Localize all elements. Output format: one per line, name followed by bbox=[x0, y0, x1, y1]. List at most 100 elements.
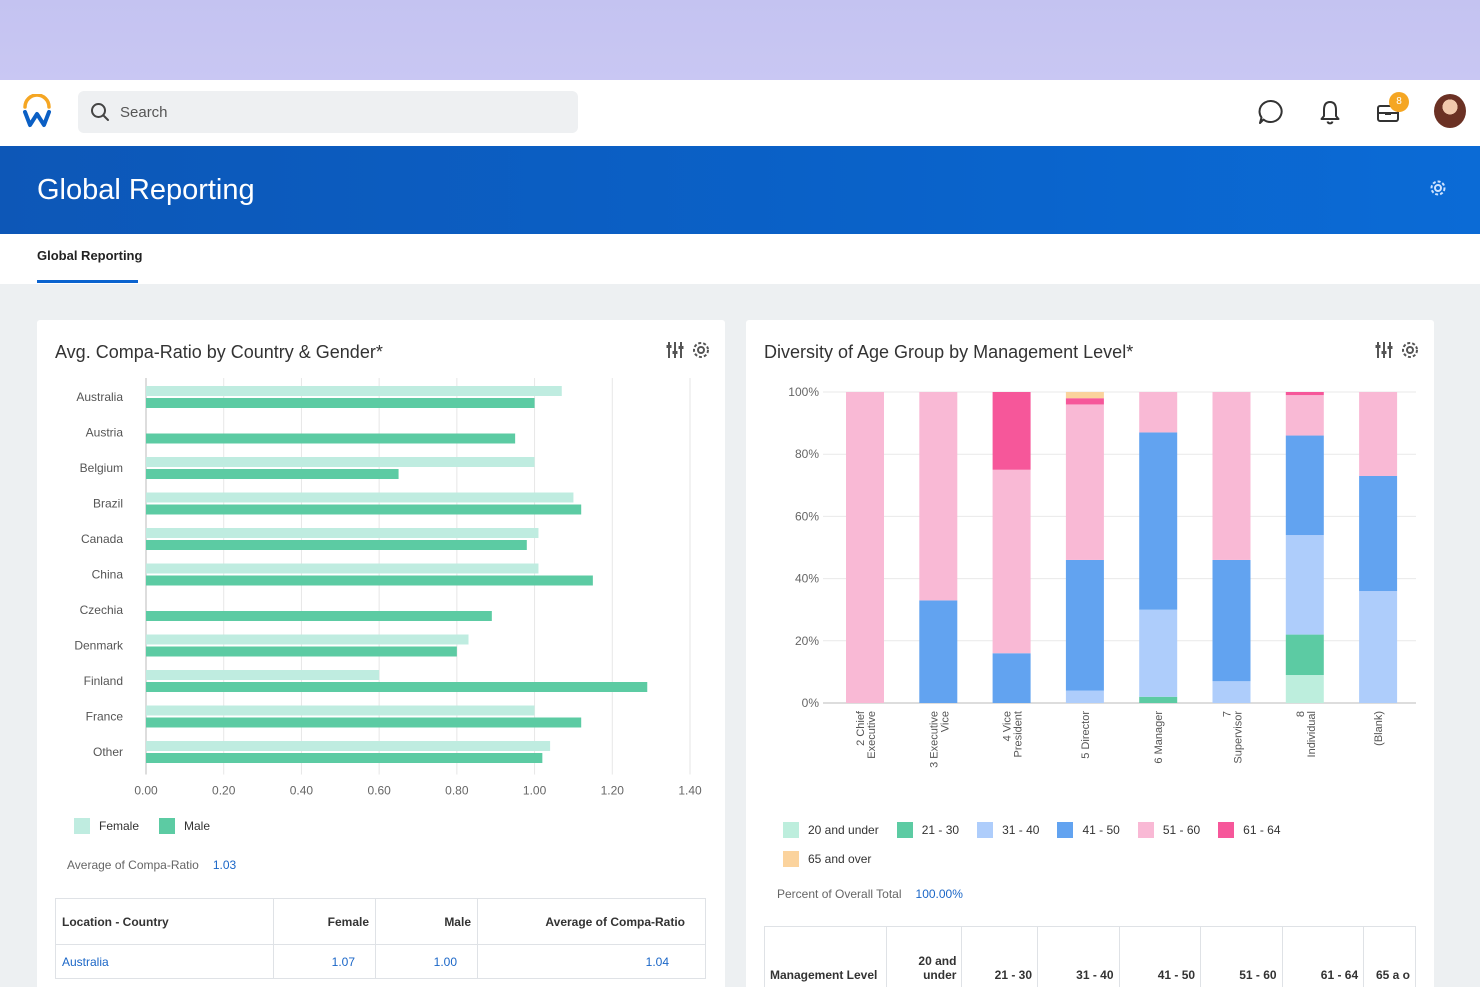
avatar[interactable] bbox=[1434, 94, 1466, 128]
bar-female[interactable] bbox=[146, 457, 535, 467]
stack-segment[interactable] bbox=[1212, 392, 1251, 560]
inbox-icon[interactable] bbox=[1374, 98, 1402, 126]
x-tick-label: 7Supervisor bbox=[1222, 711, 1245, 764]
stack-segment[interactable] bbox=[1285, 535, 1324, 635]
table-header[interactable]: Location - Country bbox=[55, 898, 274, 945]
x-tick-label: 0.20 bbox=[212, 784, 236, 798]
x-tick-label: 0.80 bbox=[445, 784, 469, 798]
bar-male[interactable] bbox=[146, 682, 648, 692]
table-header[interactable]: Average of Compa-Ratio bbox=[477, 898, 706, 945]
bar-male[interactable] bbox=[146, 540, 527, 550]
summary-value[interactable]: 100.00% bbox=[915, 887, 963, 901]
card-title: Diversity of Age Group by Management Lev… bbox=[764, 342, 1134, 362]
chart-settings-gear-icon[interactable] bbox=[1400, 340, 1420, 360]
bar-male[interactable] bbox=[146, 717, 582, 728]
table-cell[interactable]: 1.00 bbox=[375, 944, 478, 979]
table-header[interactable]: 61 - 64 bbox=[1281, 926, 1365, 987]
stack-segment[interactable] bbox=[1212, 681, 1251, 703]
bar-female[interactable] bbox=[146, 705, 535, 716]
stack-segment[interactable] bbox=[1065, 392, 1104, 399]
y-tick-label: 60% bbox=[795, 509, 819, 523]
table-header[interactable]: 51 - 60 bbox=[1200, 926, 1283, 987]
stack-segment[interactable] bbox=[1359, 591, 1398, 703]
table-cell[interactable]: 1.04 bbox=[477, 944, 706, 979]
table-header[interactable]: 41 - 50 bbox=[1118, 926, 1202, 987]
card-tools bbox=[1374, 340, 1420, 360]
table-header[interactable]: 65 a o bbox=[1363, 926, 1416, 987]
notification-badge: 8 bbox=[1389, 92, 1409, 112]
bar-male[interactable] bbox=[146, 575, 593, 586]
bar-female[interactable] bbox=[146, 634, 469, 645]
bar-female[interactable] bbox=[146, 741, 551, 751]
legend-item[interactable]: 31 - 40 bbox=[977, 815, 1039, 844]
table-header[interactable]: Male bbox=[375, 898, 478, 945]
bar-male[interactable] bbox=[146, 504, 582, 515]
chart-settings-gear-icon[interactable] bbox=[691, 340, 711, 360]
stack-segment[interactable] bbox=[1285, 395, 1324, 436]
bar-female[interactable] bbox=[146, 386, 562, 396]
legend-item[interactable]: 51 - 60 bbox=[1137, 815, 1200, 844]
stack-segment[interactable] bbox=[1139, 392, 1178, 433]
summary-value[interactable]: 1.03 bbox=[212, 858, 237, 872]
table-row: Australia 1.07 1.00 1.04 bbox=[55, 944, 706, 979]
bar-male[interactable] bbox=[146, 753, 543, 763]
bar-female[interactable] bbox=[146, 563, 539, 574]
bar-female[interactable] bbox=[146, 670, 380, 680]
stack-segment[interactable] bbox=[992, 469, 1031, 654]
bar-female[interactable] bbox=[146, 492, 574, 503]
legend-item[interactable]: Male bbox=[159, 815, 210, 837]
search-bar[interactable] bbox=[78, 91, 578, 133]
stack-segment[interactable] bbox=[1139, 696, 1178, 703]
table-header[interactable]: 31 - 40 bbox=[1037, 926, 1120, 987]
bar-male[interactable] bbox=[146, 469, 399, 479]
legend-item[interactable]: Female bbox=[74, 815, 139, 837]
stack-segment[interactable] bbox=[1285, 392, 1324, 396]
bar-female[interactable] bbox=[146, 528, 539, 538]
stack-segment[interactable] bbox=[1065, 404, 1104, 560]
stack-segment[interactable] bbox=[1285, 435, 1324, 536]
stack-segment[interactable] bbox=[1212, 559, 1251, 682]
stack-segment[interactable] bbox=[846, 392, 884, 703]
legend-item[interactable]: 65 and over bbox=[783, 844, 871, 873]
stack-segment[interactable] bbox=[1285, 675, 1324, 703]
table-cell[interactable]: 1.07 bbox=[273, 944, 376, 979]
legend-item[interactable]: 61 - 64 bbox=[1218, 815, 1281, 844]
stack-segment[interactable] bbox=[1139, 609, 1178, 697]
bar-male[interactable] bbox=[146, 433, 516, 444]
settings-gear-icon[interactable] bbox=[1427, 177, 1449, 199]
stack-segment[interactable] bbox=[1065, 398, 1104, 405]
management-level-table: Management Level 20 and under 21 - 30 31 - … bbox=[764, 926, 1416, 987]
y-tick-label: Canada bbox=[81, 532, 123, 546]
stack-segment[interactable] bbox=[1065, 690, 1104, 703]
stack-segment[interactable] bbox=[992, 653, 1031, 703]
legend-swatch bbox=[783, 821, 799, 838]
bell-icon[interactable] bbox=[1316, 98, 1344, 126]
table-header[interactable]: Female bbox=[273, 898, 376, 945]
stack-segment[interactable] bbox=[919, 600, 958, 703]
stack-segment[interactable] bbox=[1285, 634, 1324, 676]
stack-segment[interactable] bbox=[1359, 392, 1398, 476]
bar-male[interactable] bbox=[146, 611, 492, 621]
stack-segment[interactable] bbox=[1065, 559, 1104, 691]
filter-sliders-icon[interactable] bbox=[1374, 340, 1394, 360]
legend-item[interactable]: 20 and under bbox=[783, 815, 879, 844]
table-header[interactable]: Management Level bbox=[764, 926, 887, 987]
stack-segment[interactable] bbox=[1139, 432, 1178, 610]
tab-global-reporting[interactable]: Global Reporting bbox=[37, 248, 143, 263]
workday-logo-icon[interactable] bbox=[20, 94, 54, 130]
table-header[interactable]: 21 - 30 bbox=[961, 926, 1038, 987]
chart-legend: 20 and under 21 - 30 31 - 40 41 - 50 51 - 60… bbox=[783, 815, 1323, 873]
bar-male[interactable] bbox=[146, 398, 535, 408]
bar-male[interactable] bbox=[146, 646, 457, 657]
legend-item[interactable]: 41 - 50 bbox=[1057, 815, 1120, 844]
stack-segment[interactable] bbox=[1359, 475, 1398, 592]
legend-item[interactable]: 21 - 30 bbox=[896, 815, 959, 844]
table-header[interactable]: 20 and under bbox=[885, 926, 963, 987]
stack-segment[interactable] bbox=[992, 392, 1031, 470]
table-cell-country[interactable]: Australia bbox=[55, 944, 274, 979]
chat-icon[interactable] bbox=[1257, 98, 1285, 126]
stack-segment[interactable] bbox=[919, 392, 958, 601]
legend-label: Female bbox=[99, 819, 140, 833]
search-input[interactable] bbox=[120, 103, 540, 121]
filter-sliders-icon[interactable] bbox=[665, 340, 685, 360]
